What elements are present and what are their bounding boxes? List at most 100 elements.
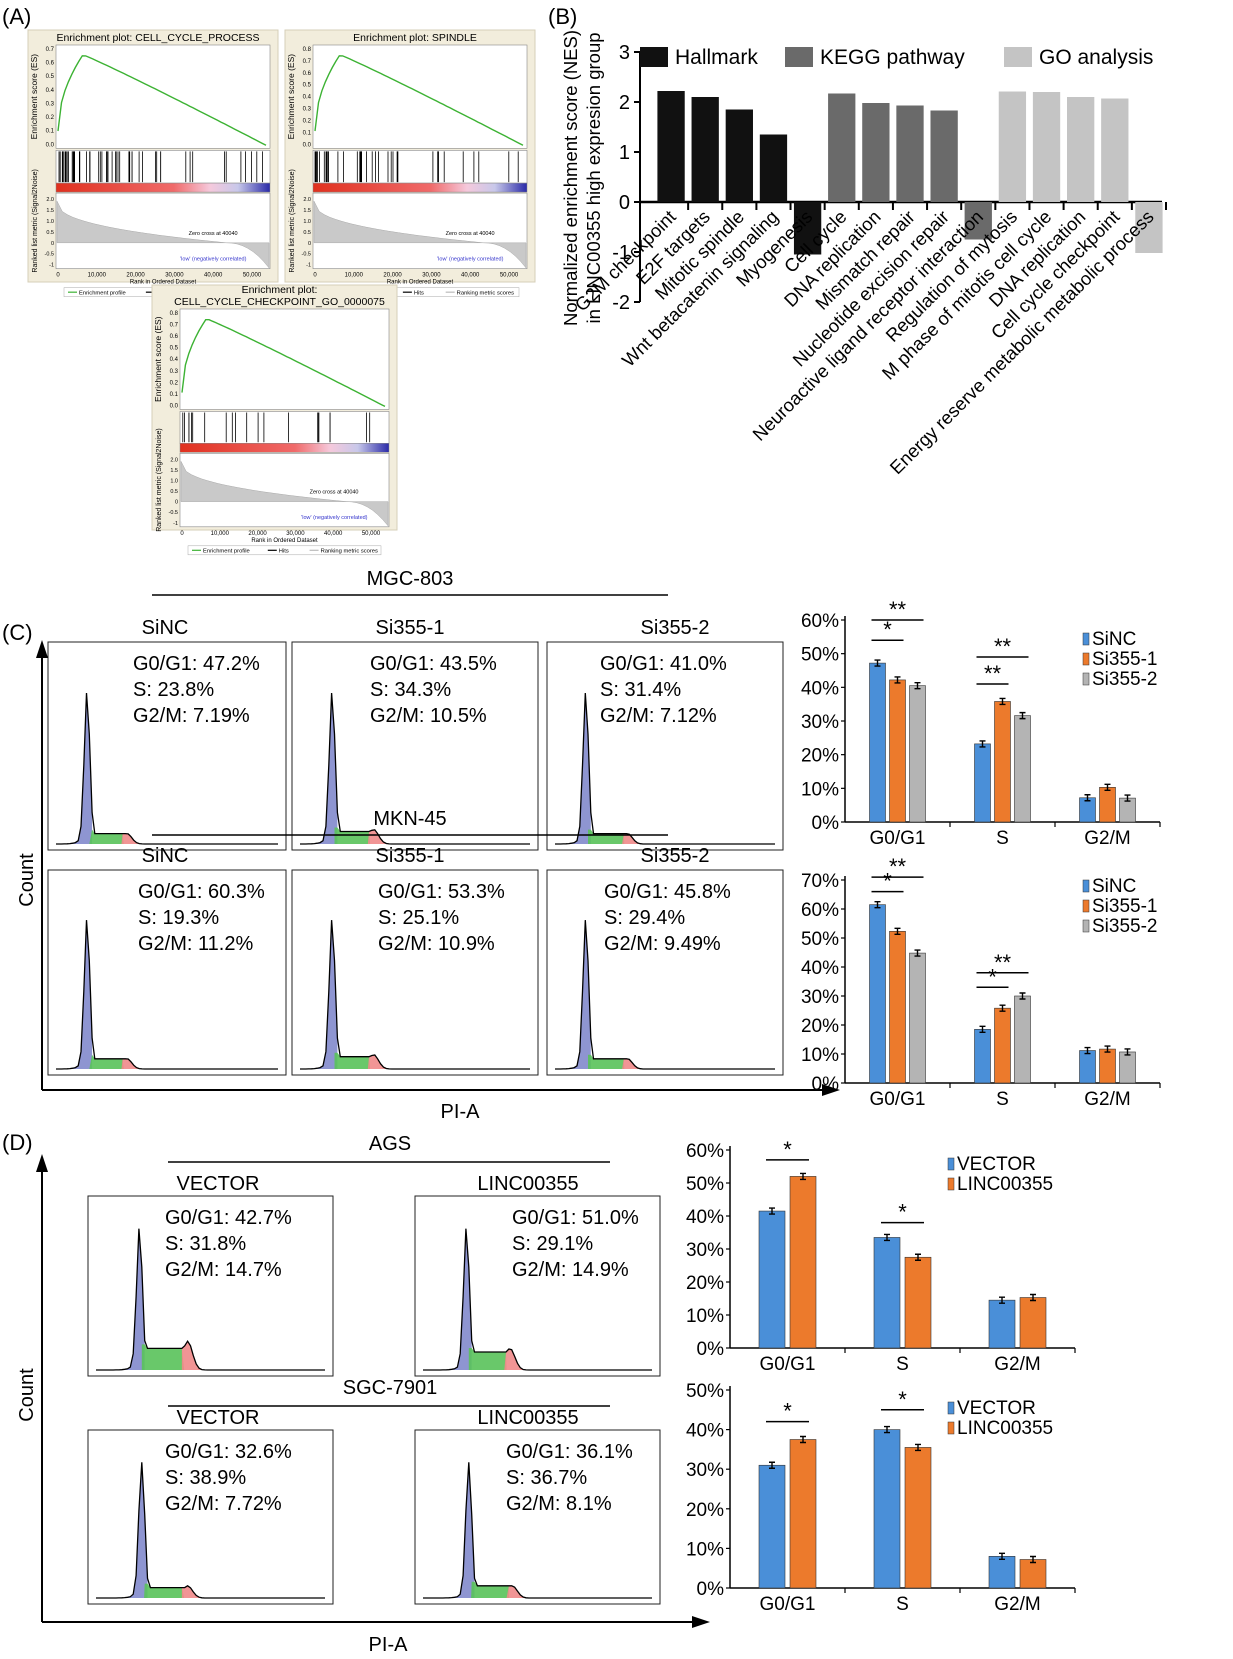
bar-y-tick-label: 20% (686, 1500, 724, 1521)
cell-cycle-stat: S: 36.7% (506, 1467, 587, 1489)
panel-label-b: (B) (548, 4, 577, 29)
panel-label-c: (C) (2, 620, 33, 645)
low-label: 'low' (negatively correlated) (437, 257, 503, 263)
hits-lines (314, 151, 519, 183)
bar-category-label: S (996, 1089, 1009, 1110)
es-axis-label: Enrichment score (ES) (286, 54, 296, 140)
condition-label: Si355-1 (376, 845, 445, 867)
g0g1-peak-fill (56, 693, 93, 844)
cell-cycle-stat: G0/G1: 32.6% (165, 1441, 292, 1463)
rank-tick-label: 20,000 (383, 273, 402, 279)
g0g1-peak-fill (555, 920, 591, 1069)
rank-tick-label: 30,000 (286, 531, 305, 537)
es-plot-area (312, 44, 528, 149)
cell-line-label: SGC-7901 (343, 1377, 438, 1399)
metric-tick-label: -0.5 (302, 252, 311, 258)
hits-area (312, 150, 528, 184)
error-bar (1030, 1555, 1036, 1564)
bar (758, 1464, 786, 1589)
rank-tick-label: 50,000 (243, 273, 262, 279)
bar-y-tick-label: 60% (801, 611, 839, 632)
cell-cycle-stat: G2/M: 10.5% (370, 705, 487, 727)
significance-label: * (783, 1137, 792, 1162)
panel-label-d: (D) (2, 1130, 33, 1155)
error-bar (1104, 1045, 1111, 1053)
es-tick-label: 0.3 (303, 107, 312, 113)
bar-category-label: S (996, 828, 1009, 849)
metric-tick-label: 2.0 (303, 197, 311, 203)
bar (1119, 1051, 1136, 1084)
cell-cycle-stat: G0/G1: 36.1% (506, 1441, 633, 1463)
bar-y-tick-label: 70% (801, 871, 839, 892)
pi-axis-arrow (692, 1616, 710, 1628)
bar (869, 904, 886, 1084)
histogram-frame (414, 1195, 661, 1377)
cell-cycle-stat: G2/M: 8.1% (506, 1493, 612, 1515)
s-phase-fill (588, 829, 625, 844)
condition-label: VECTOR (177, 1407, 260, 1429)
error-bar (884, 1233, 890, 1242)
es-tick-label: 0.0 (303, 142, 312, 148)
rank-tick-label: 30,000 (165, 273, 184, 279)
rank-tick-label: 50,000 (362, 531, 381, 537)
error-bar (769, 1207, 775, 1215)
low-label: 'low' (negatively correlated) (301, 515, 367, 521)
bar-y-tick-label: 40% (801, 678, 839, 699)
panel-label-a: (A) (2, 4, 31, 29)
enrichment-profile-line (181, 319, 386, 408)
g2m-peak-fill (121, 1058, 141, 1069)
bar (904, 1256, 932, 1349)
g2m-peak-fill (504, 1349, 524, 1370)
count-axis-arrow (36, 640, 48, 658)
error-bar (914, 681, 921, 690)
significance-label: ** (984, 661, 1002, 686)
histogram-frame (414, 1429, 661, 1605)
nes-legend-label: GO analysis (1039, 46, 1153, 69)
error-bar (884, 1425, 890, 1434)
bar-y-tick-label: 30% (801, 987, 839, 1008)
cell-cycle-stat: G2/M: 7.12% (600, 705, 717, 727)
bar-legend-label: SiNC (1092, 629, 1136, 650)
bar-legend-label: Si355-1 (1092, 649, 1158, 670)
bar (909, 685, 926, 823)
ranking-gradient-bar (312, 182, 528, 193)
nes-bar (657, 91, 685, 202)
gsea-legend-box (187, 545, 382, 556)
es-tick-label: 0.6 (170, 334, 179, 340)
cell-cycle-stat: G2/M: 7.72% (165, 1493, 282, 1515)
bar-legend-swatch (947, 1421, 955, 1435)
error-bar (979, 740, 986, 748)
g2m-peak-fill (622, 833, 641, 844)
metric-tick-label: 0.5 (303, 230, 311, 236)
condition-label: SiNC (142, 845, 189, 867)
condition-label: Si355-2 (641, 845, 710, 867)
bar-category-label: S (896, 1354, 909, 1375)
histogram-line (96, 1228, 325, 1371)
significance-label: * (883, 869, 892, 894)
es-tick-label: 0.2 (303, 118, 312, 124)
nes-y-tick-label: 2 (619, 92, 630, 114)
cell-cycle-stat: G2/M: 14.9% (512, 1259, 629, 1281)
error-bar (999, 1296, 1005, 1304)
significance-label: * (783, 1399, 792, 1424)
histogram-frame (87, 1429, 334, 1605)
bar (974, 1029, 991, 1084)
bar-category-label: G2/M (994, 1354, 1040, 1375)
es-tick-label: 0.8 (170, 311, 179, 317)
metric-tick-label: 1.0 (303, 219, 311, 225)
bar-y-tick-label: 0% (697, 1579, 725, 1600)
bar-legend-label: VECTOR (957, 1154, 1036, 1175)
gsea-plot: Enrichment plot: SPINDLE 0.8 0.7 0.6 0.5 0.4 0… (284, 29, 536, 297)
histogram-line (555, 692, 775, 845)
es-tick-label: 0.6 (303, 71, 312, 77)
es-tick-label: 0.4 (303, 95, 312, 101)
metric-tick-label: 1.0 (170, 478, 178, 484)
es-tick-label: 0.5 (170, 346, 179, 352)
nes-y-tick-label: -1 (612, 242, 630, 264)
bar-category-label: G2/M (994, 1594, 1040, 1615)
rank-tick-label: 40,000 (204, 273, 223, 279)
bar-charts-d: 60%50%40%30%20%10%0%G0/G1 S G2/MVECTORLINC… (686, 1137, 1076, 1615)
bar (1099, 1048, 1116, 1084)
bar-y-tick-label: 50% (686, 1174, 724, 1195)
error-bar (894, 676, 901, 684)
